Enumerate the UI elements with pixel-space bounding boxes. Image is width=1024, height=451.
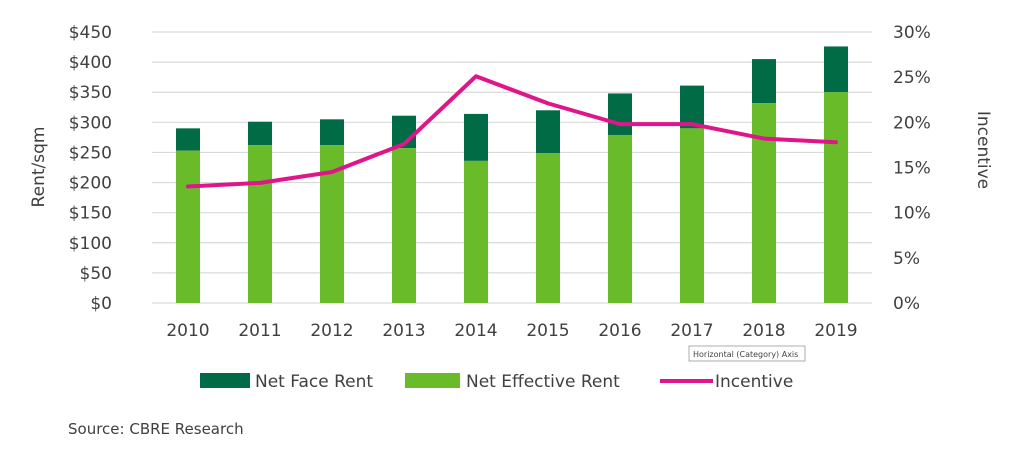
y2-tick-label: 0% bbox=[893, 294, 920, 314]
bar-net-face-rent-2018 bbox=[752, 59, 776, 104]
y2-tick-label: 5% bbox=[893, 249, 920, 269]
y2-tick-label: 15% bbox=[893, 159, 931, 179]
right-axis-ticks: 0% 5% 10% 15% 20% 25% 30% bbox=[893, 23, 931, 314]
legend-swatch-net-effective-rent bbox=[405, 373, 460, 388]
x-tick-label: 2012 bbox=[310, 321, 353, 341]
y-tick-label: $350 bbox=[69, 83, 112, 103]
bar-net-effective-rent-2017 bbox=[680, 128, 704, 303]
x-tick-label: 2011 bbox=[238, 321, 281, 341]
x-axis-ticks: 2010 2011 2012 2013 2014 2015 2016 2017 2018 2019 bbox=[166, 321, 857, 341]
bar-net-face-rent-2010 bbox=[176, 128, 200, 151]
source-note: Source: CBRE Research bbox=[68, 420, 244, 438]
legend-label-net-effective-rent: Net Effective Rent bbox=[466, 372, 620, 392]
y-tick-label: $50 bbox=[80, 264, 112, 284]
bar-net-effective-rent-2015 bbox=[536, 153, 560, 303]
bar-net-face-rent-2019 bbox=[824, 46, 848, 93]
bar-net-face-rent-2017 bbox=[680, 85, 704, 129]
bar-net-effective-rent-2016 bbox=[608, 134, 632, 303]
y-tick-label: $150 bbox=[69, 204, 112, 224]
y2-tick-label: 20% bbox=[893, 113, 931, 133]
left-axis-ticks: $0 $50 $100 $150 $200 $250 $300 $350 $400 $450 bbox=[69, 23, 112, 314]
x-tick-label: 2015 bbox=[526, 321, 569, 341]
legend-label-net-face-rent: Net Face Rent bbox=[255, 372, 373, 392]
bar-net-face-rent-2015 bbox=[536, 110, 560, 154]
legend-item-incentive: Incentive bbox=[660, 372, 793, 392]
y-tick-label: $300 bbox=[69, 113, 112, 133]
tooltip: Horizontal (Category) Axis bbox=[688, 345, 806, 362]
bar-net-face-rent-2014 bbox=[464, 113, 488, 161]
bar-net-effective-rent-2013 bbox=[392, 148, 416, 303]
y-tick-label: $200 bbox=[69, 174, 112, 194]
x-tick-label: 2019 bbox=[814, 321, 857, 341]
y2-tick-label: 10% bbox=[893, 204, 931, 224]
bars bbox=[176, 46, 848, 303]
bar-net-effective-rent-2010 bbox=[176, 150, 200, 303]
bar-net-effective-rent-2014 bbox=[464, 160, 488, 303]
legend-item-net-face-rent: Net Face Rent bbox=[200, 372, 373, 392]
x-tick-label: 2018 bbox=[742, 321, 785, 341]
incentive-line bbox=[186, 74, 838, 189]
y-tick-label: $0 bbox=[90, 294, 112, 314]
legend-item-net-effective-rent: Net Effective Rent bbox=[405, 372, 620, 392]
bar-net-face-rent-2011 bbox=[248, 121, 272, 146]
y-tick-label: $100 bbox=[69, 234, 112, 254]
y-tick-label: $400 bbox=[69, 53, 112, 73]
y-tick-label: $450 bbox=[69, 23, 112, 43]
y2-tick-label: 30% bbox=[893, 23, 931, 43]
left-axis-label: Rent/sqm bbox=[29, 127, 49, 208]
bar-net-effective-rent-2011 bbox=[248, 145, 272, 303]
x-tick-label: 2016 bbox=[598, 321, 641, 341]
bar-net-face-rent-2016 bbox=[608, 93, 632, 135]
bar-net-effective-rent-2018 bbox=[752, 103, 776, 303]
incentive-line-group bbox=[186, 74, 838, 189]
tooltip-text: Horizontal (Category) Axis bbox=[693, 350, 798, 359]
y-tick-label: $250 bbox=[69, 143, 112, 163]
legend: Net Face Rent Net Effective Rent Incenti… bbox=[200, 372, 793, 392]
x-tick-label: 2017 bbox=[670, 321, 713, 341]
bar-net-effective-rent-2019 bbox=[824, 92, 848, 303]
legend-label-incentive: Incentive bbox=[715, 372, 793, 392]
right-axis-label: Incentive bbox=[973, 111, 993, 189]
bar-net-face-rent-2012 bbox=[320, 119, 344, 146]
x-tick-label: 2013 bbox=[382, 321, 425, 341]
x-tick-label: 2010 bbox=[166, 321, 209, 341]
y2-tick-label: 25% bbox=[893, 68, 931, 88]
x-tick-label: 2014 bbox=[454, 321, 497, 341]
legend-swatch-net-face-rent bbox=[200, 373, 250, 388]
